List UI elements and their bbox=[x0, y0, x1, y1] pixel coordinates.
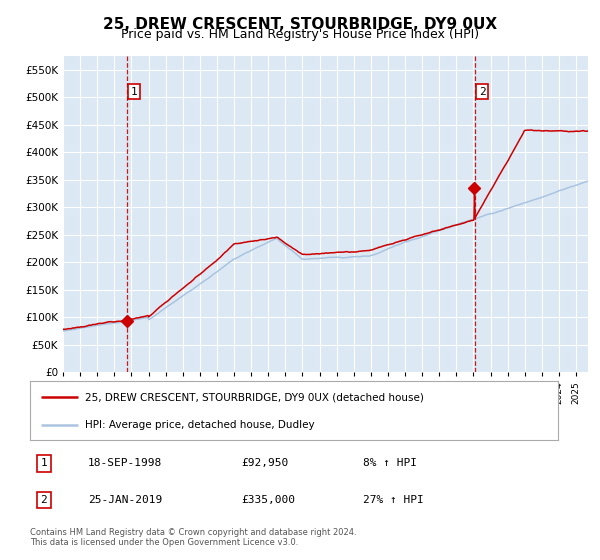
Text: 25, DREW CRESCENT, STOURBRIDGE, DY9 0UX: 25, DREW CRESCENT, STOURBRIDGE, DY9 0UX bbox=[103, 17, 497, 32]
Text: Price paid vs. HM Land Registry's House Price Index (HPI): Price paid vs. HM Land Registry's House … bbox=[121, 28, 479, 41]
Text: £335,000: £335,000 bbox=[241, 495, 295, 505]
Text: 27% ↑ HPI: 27% ↑ HPI bbox=[362, 495, 424, 505]
Text: 18-SEP-1998: 18-SEP-1998 bbox=[88, 458, 163, 468]
Text: 25-JAN-2019: 25-JAN-2019 bbox=[88, 495, 163, 505]
Text: Contains HM Land Registry data © Crown copyright and database right 2024.
This d: Contains HM Land Registry data © Crown c… bbox=[30, 528, 356, 547]
Text: 25, DREW CRESCENT, STOURBRIDGE, DY9 0UX (detached house): 25, DREW CRESCENT, STOURBRIDGE, DY9 0UX … bbox=[85, 392, 424, 402]
Text: 1: 1 bbox=[41, 458, 47, 468]
Text: 1: 1 bbox=[131, 86, 137, 96]
Text: 2: 2 bbox=[41, 495, 47, 505]
Text: 2: 2 bbox=[479, 86, 485, 96]
Text: £92,950: £92,950 bbox=[241, 458, 289, 468]
Text: 8% ↑ HPI: 8% ↑ HPI bbox=[362, 458, 416, 468]
Text: HPI: Average price, detached house, Dudley: HPI: Average price, detached house, Dudl… bbox=[85, 420, 315, 430]
